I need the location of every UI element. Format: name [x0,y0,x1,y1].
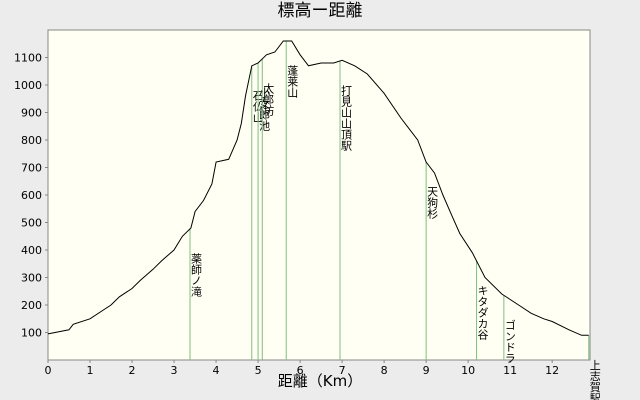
x-tick-label: 6 [297,364,304,377]
landmark-label: 上志賀駅 [588,359,601,400]
x-axis-label: 距離（Km） [278,372,362,390]
y-tick-label: 400 [21,244,42,257]
x-tick-label: 10 [461,364,475,377]
x-tick-label: 5 [255,364,262,377]
elevation-line [47,40,589,336]
x-tick-label: 11 [503,364,517,377]
x-tick-label: 0 [45,364,52,377]
landmark-label: 天狗杉 [426,186,439,220]
x-tick-label: 1 [87,364,94,377]
landmark-label: キタダカ谷 [476,285,489,341]
landmark-label: 太郎坊 [262,83,275,116]
x-tick-label: 8 [381,364,388,377]
x-tick-label: 2 [129,364,136,377]
x-tick-label: 7 [339,364,346,377]
y-tick-label: 300 [21,272,42,285]
landmark-label: 蓬莱山 [286,65,299,98]
plot-area [47,29,591,361]
landmark-label: 薬師ノ滝 [190,253,203,297]
y-tick-label: 1000 [14,79,42,92]
x-tick-label: 3 [171,364,178,377]
y-tick-label: 900 [21,107,42,120]
y-tick-label: 200 [21,299,42,312]
y-tick-label: 1100 [14,52,42,65]
landmark-label: 打見山山頂駅 [340,84,353,152]
y-tick-label: 500 [21,217,42,230]
y-tick-label: 100 [21,327,42,340]
chart-title: 標高ー距離 [278,1,363,21]
landmark-label: 小女郎池 [258,87,271,131]
x-tick-label: 9 [423,364,430,377]
landmark-label: ゴンドラ [503,318,516,363]
x-tick-label: 12 [545,364,559,377]
y-tick-label: 800 [21,134,42,147]
y-tick-label: 700 [21,162,42,175]
x-tick-label: 4 [213,364,220,377]
y-tick-label: 600 [21,189,42,202]
